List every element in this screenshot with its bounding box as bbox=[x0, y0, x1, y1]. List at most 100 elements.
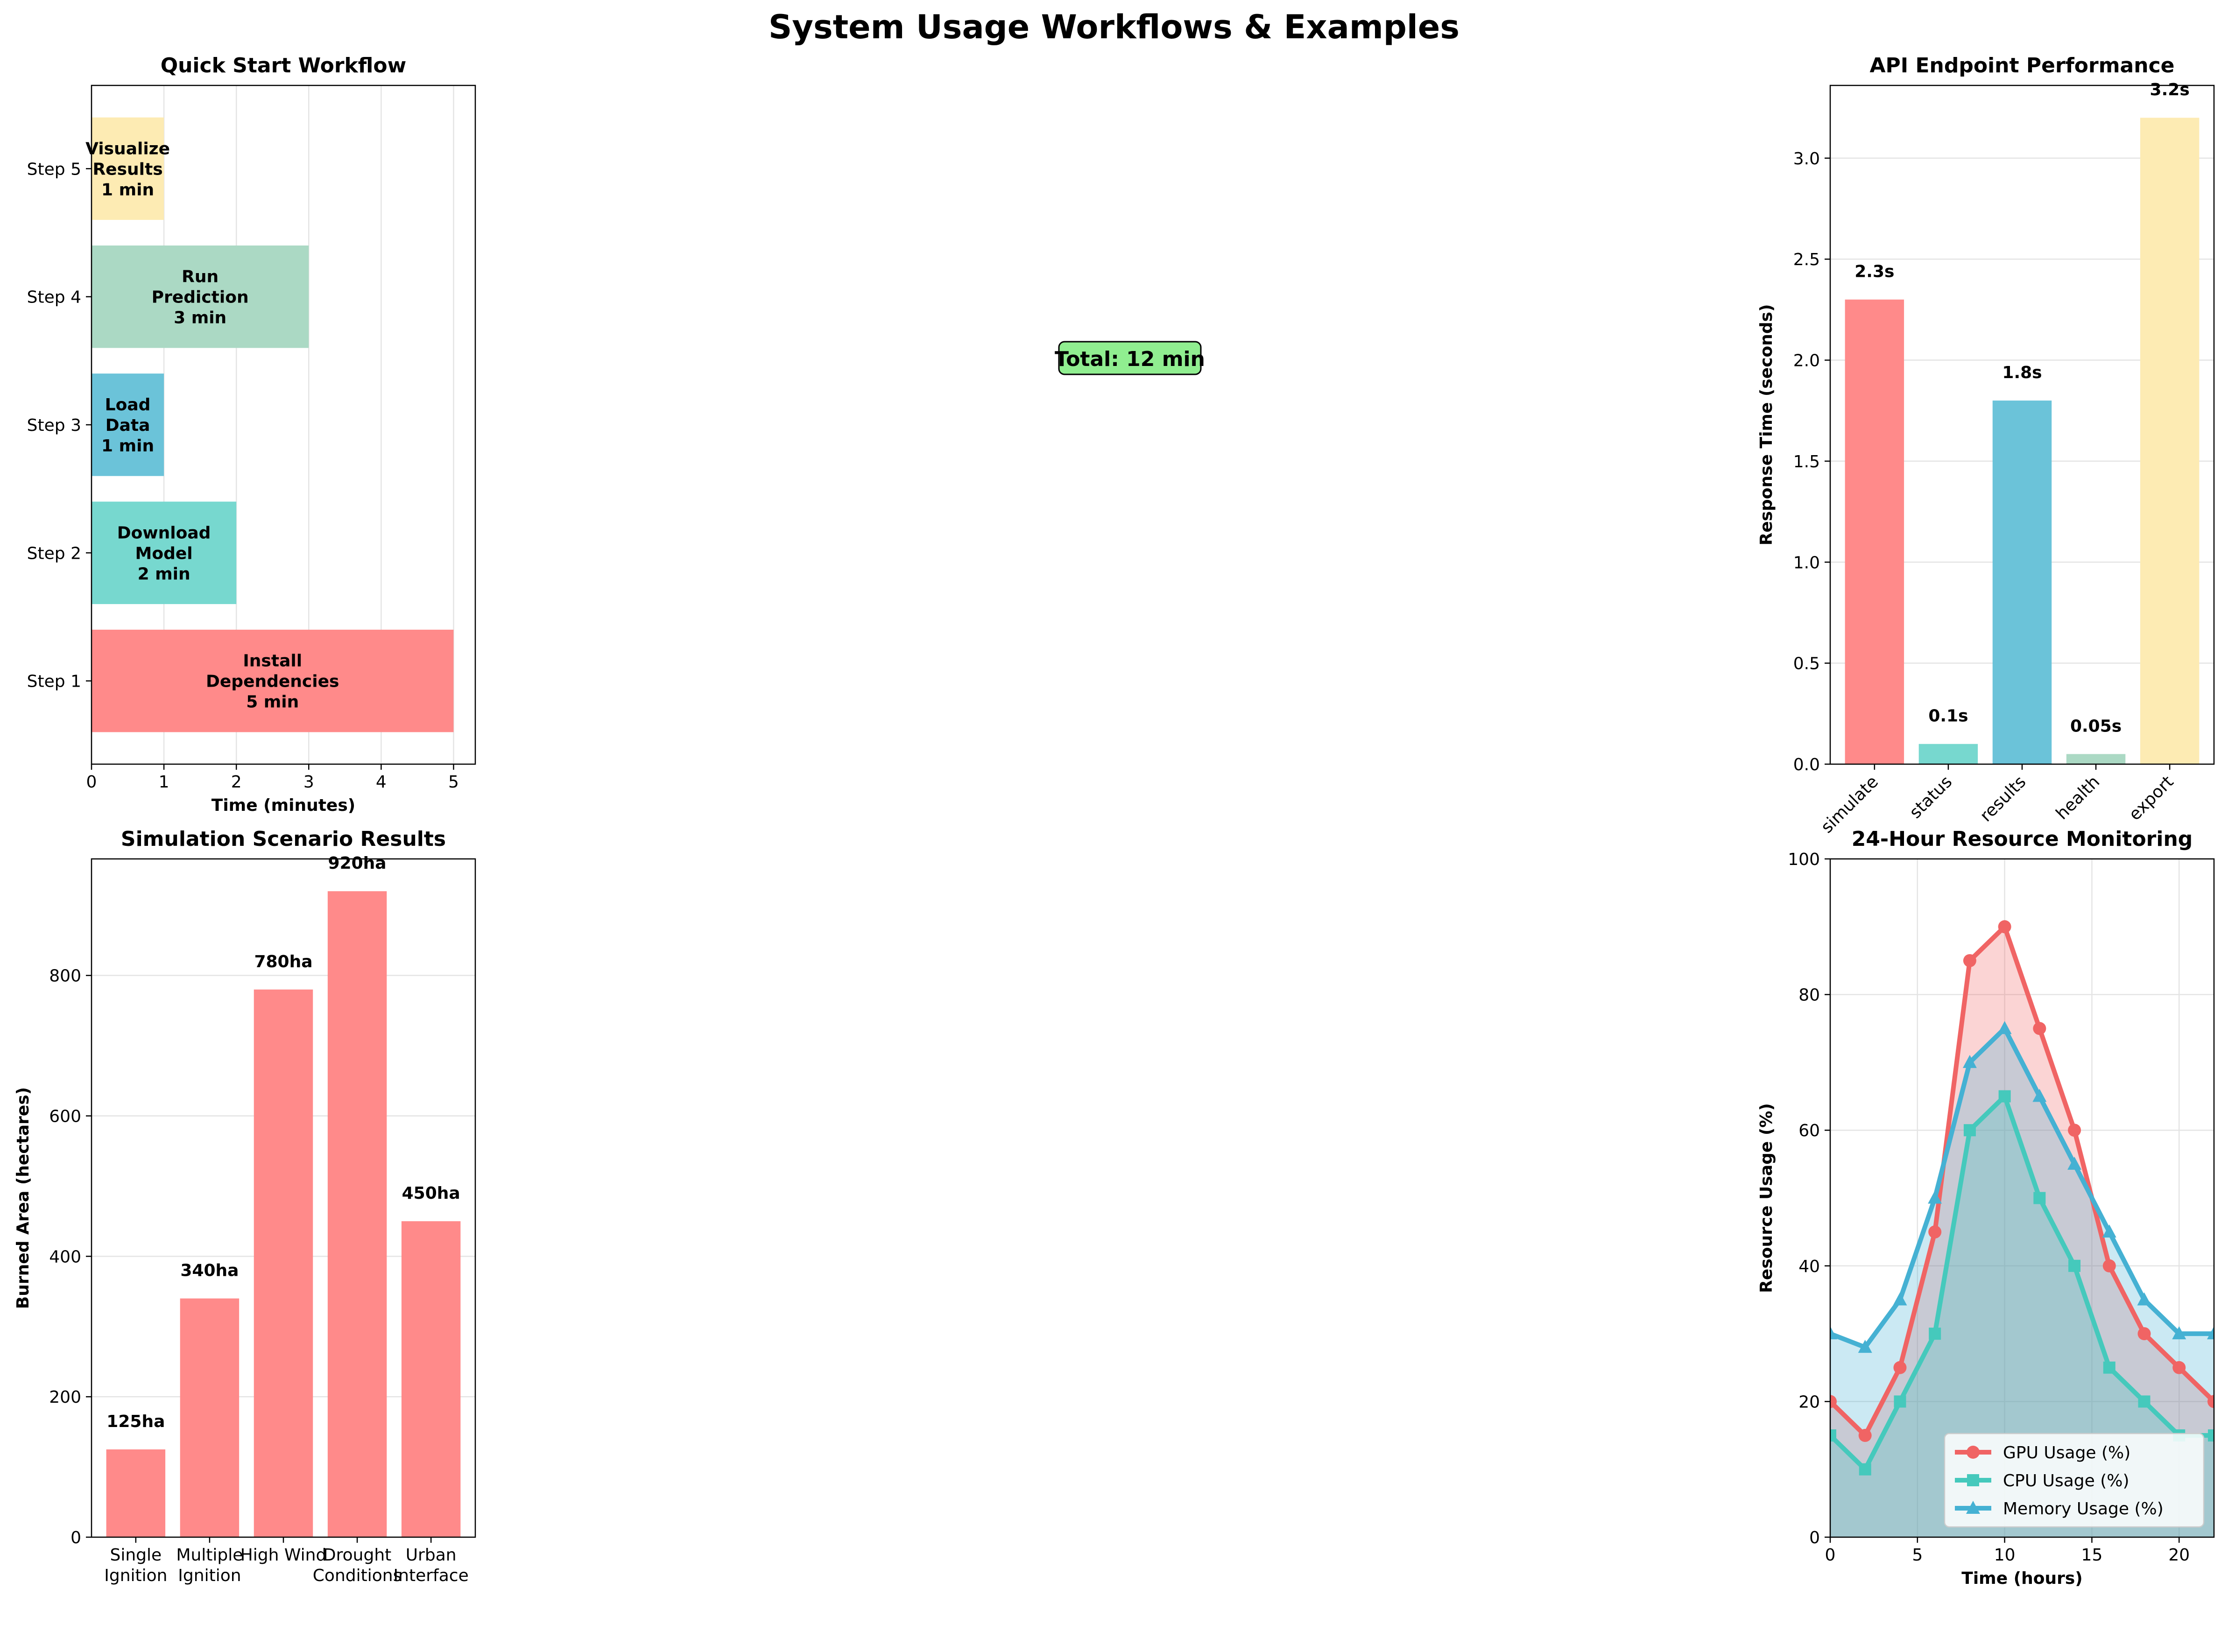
y-tick-label: Step 4 bbox=[27, 288, 81, 307]
data-point bbox=[2207, 1326, 2214, 1340]
value-label: 0.05s bbox=[2070, 717, 2122, 736]
y-tick-label: 200 bbox=[49, 1388, 81, 1407]
series-area bbox=[1830, 927, 2214, 1537]
bar bbox=[327, 891, 387, 1537]
bar-label: 1 min bbox=[101, 436, 154, 456]
bar bbox=[92, 373, 164, 476]
y-tick-label: 3.0 bbox=[1793, 149, 1820, 169]
y-tick-label: Step 2 bbox=[27, 544, 81, 563]
x-tick-label: 0 bbox=[86, 773, 97, 792]
api-endpoint-performance-chart: 2.3ssimulate0.1sstatus1.8sresults0.05she… bbox=[1757, 54, 2215, 837]
y-tick-label: Step 1 bbox=[27, 672, 81, 691]
data-point bbox=[1998, 1090, 2011, 1103]
y-tick-label: 20 bbox=[1798, 1392, 1820, 1412]
value-label: 2.3s bbox=[1854, 262, 1894, 281]
x-tick-label: 2 bbox=[231, 773, 242, 792]
legend-marker bbox=[1966, 1501, 1980, 1514]
bar-label: Model bbox=[135, 544, 193, 563]
bar-label: Run bbox=[182, 267, 219, 287]
x-tick-label: 0 bbox=[1825, 1546, 1836, 1565]
data-point bbox=[2172, 1326, 2186, 1340]
y-tick-label: 0 bbox=[71, 1528, 81, 1547]
figure-title: System Usage Workflows & Examples bbox=[769, 8, 1459, 46]
bar-label: Prediction bbox=[152, 288, 249, 307]
x-tick-label: Ignition bbox=[104, 1566, 167, 1585]
x-tick-label: Ignition bbox=[178, 1566, 241, 1585]
series-area bbox=[1830, 1028, 2214, 1537]
data-point bbox=[2172, 1361, 2186, 1374]
legend-marker bbox=[1967, 1446, 1980, 1459]
x-tick-label: Drought bbox=[323, 1546, 391, 1565]
x-tick-label: High Wind bbox=[240, 1546, 327, 1565]
data-point bbox=[1894, 1395, 1906, 1408]
bar bbox=[2066, 754, 2126, 764]
value-label: 1.8s bbox=[2002, 363, 2042, 382]
bar bbox=[92, 245, 309, 348]
y-tick-label: 60 bbox=[1798, 1121, 1820, 1140]
y-tick-label: Step 5 bbox=[27, 160, 81, 179]
plot-frame bbox=[1829, 84, 2215, 765]
series-area bbox=[1830, 1096, 2214, 1537]
legend: GPU Usage (%) CPU Usage (%) Memory Usage (… bbox=[1944, 1433, 2205, 1528]
data-point bbox=[2138, 1395, 2150, 1408]
x-tick-label: Single bbox=[110, 1546, 162, 1565]
value-label: 780ha bbox=[254, 952, 312, 971]
value-label: 340ha bbox=[180, 1261, 239, 1280]
bar-label: 3 min bbox=[174, 309, 226, 328]
data-point bbox=[1830, 1326, 1837, 1340]
data-point bbox=[1929, 1328, 1941, 1340]
x-tick-label: 3 bbox=[303, 773, 314, 792]
data-point bbox=[2068, 1124, 2081, 1137]
y-tick-label: 400 bbox=[49, 1247, 81, 1266]
data-point bbox=[2033, 1022, 2046, 1035]
value-label: 920ha bbox=[328, 854, 387, 873]
value-label: 125ha bbox=[106, 1412, 165, 1431]
data-point bbox=[1830, 1395, 1837, 1408]
data-point bbox=[2033, 1192, 2046, 1204]
chart-title: Simulation Scenario Results bbox=[121, 827, 446, 851]
x-tick-label: Conditions bbox=[313, 1566, 402, 1585]
y-axis-label: Burned Area (hectares) bbox=[14, 1087, 33, 1309]
bar bbox=[1918, 744, 1978, 764]
data-point bbox=[1963, 954, 1976, 967]
plot-frame bbox=[91, 84, 476, 765]
total-annotation: Total: 12 min bbox=[1055, 347, 1205, 371]
bar-label: 1 min bbox=[101, 180, 154, 199]
bar bbox=[92, 117, 164, 220]
x-tick-label: 20 bbox=[2168, 1546, 2190, 1565]
bar bbox=[401, 1221, 461, 1537]
y-tick-label: 2.0 bbox=[1793, 351, 1820, 371]
y-tick-label: 1.0 bbox=[1793, 553, 1820, 572]
series-line bbox=[1830, 924, 2214, 1438]
x-tick-label: 4 bbox=[376, 773, 387, 792]
bar bbox=[2140, 118, 2200, 765]
bar-label: Data bbox=[106, 416, 150, 435]
data-point bbox=[2068, 1259, 2081, 1272]
data-point bbox=[2208, 1429, 2214, 1442]
resource-monitoring-chart: 0 5 10 15 20 0 20 40 60 80 100 Time (hours) Resource… bbox=[1757, 827, 2215, 1588]
data-point bbox=[1963, 1124, 1976, 1137]
plot-area bbox=[1830, 920, 2214, 1537]
data-point bbox=[1962, 1054, 1977, 1068]
y-tick-label: 0 bbox=[1809, 1528, 1820, 1547]
data-point bbox=[2137, 1327, 2151, 1341]
bar bbox=[92, 629, 454, 732]
x-axis-label: Time (hours) bbox=[1961, 1569, 2082, 1588]
bar bbox=[106, 1449, 166, 1537]
y-tick-label: 80 bbox=[1798, 986, 1820, 1005]
x-tick-label: 5 bbox=[448, 773, 459, 792]
data-point bbox=[1928, 1225, 1942, 1239]
legend-box bbox=[1944, 1433, 2205, 1528]
x-tick-label: Urban bbox=[406, 1546, 457, 1565]
bar-label: Load bbox=[105, 395, 151, 415]
y-tick-label: 0.0 bbox=[1793, 755, 1820, 774]
chart-title: API Endpoint Performance bbox=[1870, 54, 2175, 77]
chart-title: 24-Hour Resource Monitoring bbox=[1852, 827, 2193, 851]
y-axis-label: Response Time (seconds) bbox=[1757, 304, 1776, 545]
data-point bbox=[1928, 1190, 1942, 1204]
y-tick-label: 600 bbox=[49, 1107, 81, 1126]
plot-frame bbox=[91, 858, 476, 1538]
bar-label: 2 min bbox=[138, 564, 190, 583]
value-label: 3.2s bbox=[2150, 80, 2190, 99]
data-point bbox=[1893, 1361, 1907, 1374]
